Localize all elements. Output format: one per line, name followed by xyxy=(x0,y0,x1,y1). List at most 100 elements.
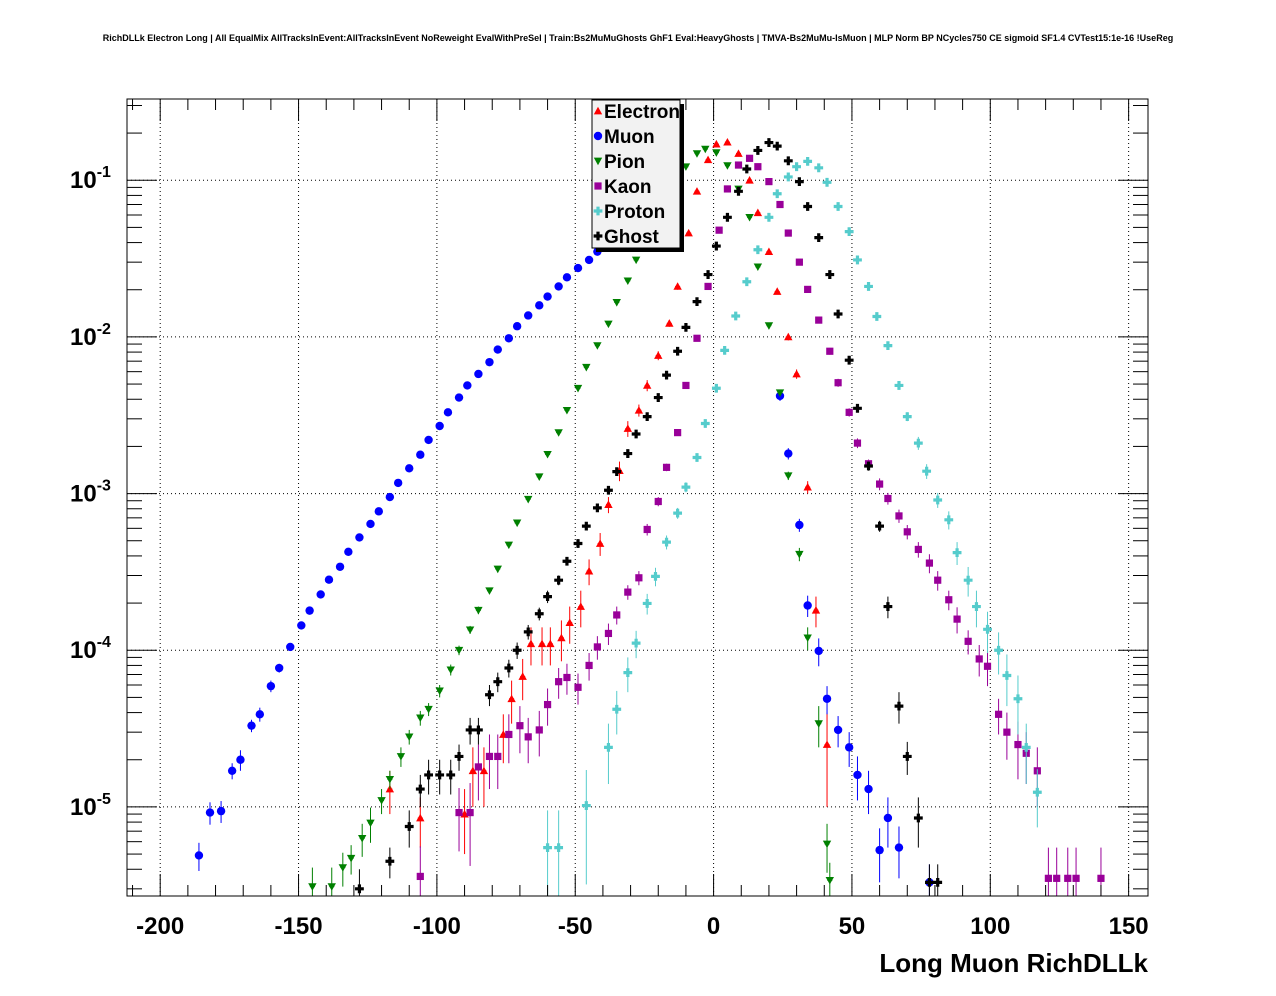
data-point xyxy=(723,162,732,170)
data-point xyxy=(952,548,962,557)
data-point xyxy=(631,256,641,265)
series-proton xyxy=(543,156,1042,896)
data-point xyxy=(604,629,613,638)
data-point xyxy=(654,497,662,506)
data-point xyxy=(554,843,564,852)
data-point xyxy=(642,381,652,389)
data-point xyxy=(592,503,602,513)
plot-frame xyxy=(126,98,1149,897)
data-point xyxy=(844,355,854,365)
data-point xyxy=(543,292,552,301)
y-tick-exponent: -2 xyxy=(97,321,111,338)
legend-label-proton: Proton xyxy=(604,202,665,223)
data-point xyxy=(745,176,754,184)
data-point xyxy=(543,450,552,459)
data-point xyxy=(573,263,583,273)
data-point xyxy=(894,381,904,390)
data-point xyxy=(416,813,425,822)
data-point xyxy=(953,615,961,623)
data-point xyxy=(734,186,743,196)
data-point xyxy=(512,645,522,655)
data-point xyxy=(875,845,884,855)
data-point xyxy=(377,797,386,805)
data-point xyxy=(844,743,854,752)
data-point xyxy=(1044,874,1052,882)
data-point xyxy=(711,241,721,251)
data-point xyxy=(404,822,414,831)
data-point xyxy=(783,156,793,166)
data-point xyxy=(764,212,774,222)
data-point xyxy=(642,599,652,608)
x-tick-label: 100 xyxy=(970,913,1010,940)
data-point xyxy=(327,883,336,891)
data-point xyxy=(582,363,591,372)
data-point xyxy=(822,177,832,187)
data-point xyxy=(765,178,773,186)
data-point xyxy=(773,287,782,295)
data-point xyxy=(876,480,884,488)
data-point xyxy=(883,602,893,611)
data-point xyxy=(825,876,835,885)
data-point xyxy=(543,843,552,852)
data-point xyxy=(346,854,356,863)
data-point xyxy=(266,681,276,691)
data-point xyxy=(883,341,893,351)
data-point xyxy=(504,334,514,343)
data-point xyxy=(507,694,516,703)
data-point xyxy=(443,408,453,417)
x-axis-title: Long Muon RichDLLk xyxy=(879,948,1148,978)
data-point xyxy=(227,766,237,776)
data-point xyxy=(833,309,843,319)
data-point xyxy=(613,611,621,619)
data-point xyxy=(775,389,785,397)
data-point xyxy=(745,213,754,222)
data-point xyxy=(543,592,552,601)
data-point xyxy=(682,381,690,390)
legend-label-kaon: Kaon xyxy=(604,177,652,198)
data-point xyxy=(933,877,943,887)
data-point xyxy=(994,645,1003,655)
data-point xyxy=(803,156,813,166)
data-point xyxy=(811,606,821,614)
data-point xyxy=(913,438,923,448)
data-point xyxy=(864,461,873,471)
data-point xyxy=(535,726,543,734)
data-point xyxy=(826,347,834,355)
data-point xyxy=(883,813,893,823)
data-point xyxy=(554,282,563,291)
data-point xyxy=(573,384,583,393)
data-point xyxy=(715,226,723,234)
data-point xyxy=(803,202,813,211)
data-point xyxy=(783,172,793,182)
data-point xyxy=(784,449,793,458)
data-point xyxy=(435,687,444,696)
data-point xyxy=(792,369,801,378)
data-point xyxy=(424,435,433,445)
series-electron xyxy=(385,137,832,855)
data-point xyxy=(474,369,483,379)
data-point xyxy=(723,185,732,193)
data-point xyxy=(405,733,414,742)
y-tick-label: 10-1 xyxy=(70,164,111,194)
data-point xyxy=(745,154,754,162)
data-point xyxy=(581,521,591,531)
x-tick-label: 0 xyxy=(707,913,720,940)
data-point xyxy=(385,775,395,784)
data-point xyxy=(546,639,555,648)
data-point xyxy=(505,730,513,739)
data-point xyxy=(933,495,943,505)
data-point xyxy=(704,282,712,291)
data-point xyxy=(734,149,743,157)
data-point xyxy=(535,473,544,481)
data-point xyxy=(662,463,671,471)
data-point xyxy=(864,282,873,291)
data-point xyxy=(585,661,593,670)
data-point xyxy=(205,808,215,817)
data-point xyxy=(711,383,721,393)
data-point xyxy=(424,770,433,780)
data-point xyxy=(983,662,992,670)
data-point xyxy=(524,311,533,320)
data-point xyxy=(308,883,317,891)
data-point xyxy=(454,752,464,761)
data-point xyxy=(964,637,972,645)
